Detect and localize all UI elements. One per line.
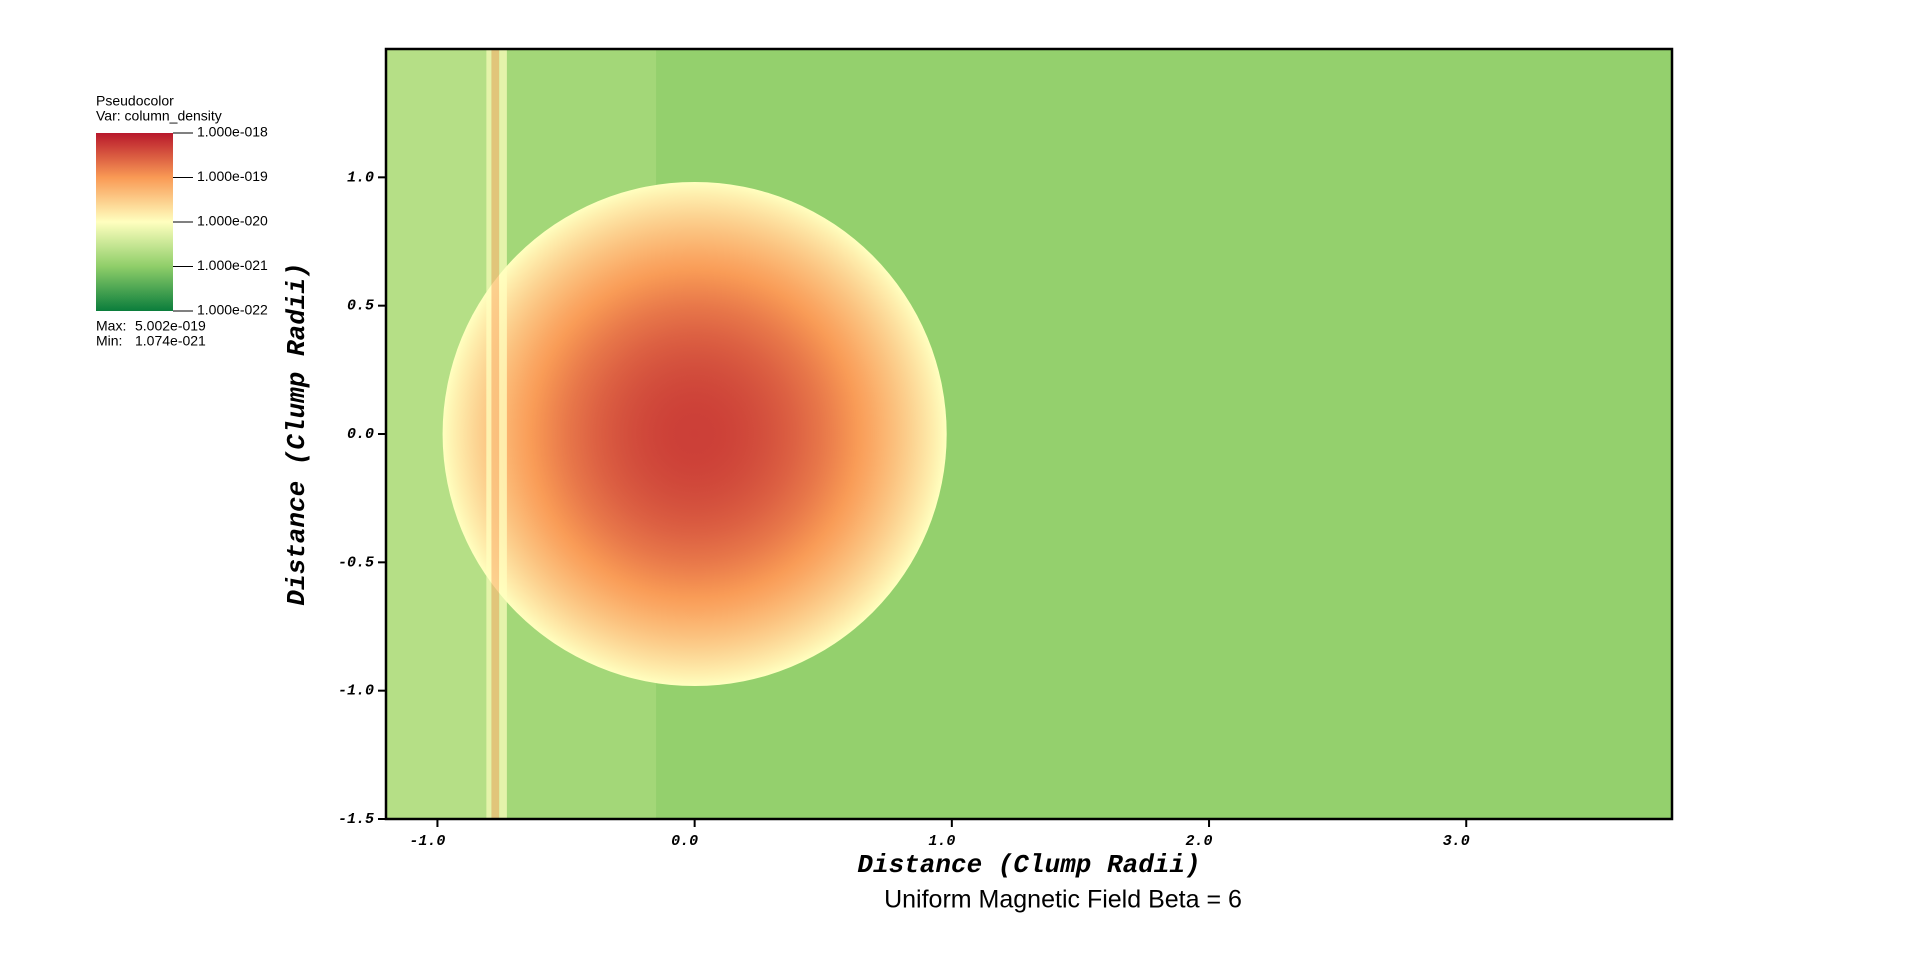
- color-bar-label: 1.000e-019: [197, 168, 268, 184]
- y-tick-label: -1.5: [338, 811, 374, 828]
- y-tick-label: 1.0: [347, 169, 374, 186]
- y-tick-label: 0.5: [347, 298, 374, 315]
- color-bar: [96, 133, 173, 311]
- clump: [442, 181, 947, 687]
- field-stripe: [486, 49, 492, 819]
- legend-min: 1.074e-021: [135, 333, 206, 349]
- legend-max: 5.002e-019: [135, 318, 206, 334]
- x-tick-label: 3.0: [1443, 833, 1470, 850]
- color-bar-label: 1.000e-020: [197, 213, 268, 229]
- field-stripe: [491, 49, 500, 819]
- legend-variable: Var: column_density: [96, 108, 222, 124]
- x-tick-label: 1.0: [928, 833, 955, 850]
- subtitle: Uniform Magnetic Field Beta = 6: [884, 886, 1242, 914]
- legend-max-label: Max:: [96, 318, 126, 334]
- legend-title: Pseudocolor: [96, 93, 174, 109]
- y-tick-label: -0.5: [338, 554, 374, 571]
- x-axis-title: Distance (Clump Radii): [857, 850, 1200, 880]
- x-tick-label: 0.0: [671, 833, 698, 850]
- color-bar-label: 1.000e-018: [197, 124, 268, 140]
- color-bar-label: 1.000e-021: [197, 257, 268, 273]
- color-bar-label: 1.000e-022: [197, 302, 268, 318]
- y-tick-label: 0.0: [347, 426, 374, 443]
- field-stripe: [499, 49, 507, 819]
- plot-area: [386, 49, 1672, 819]
- x-tick-label: 2.0: [1186, 833, 1213, 850]
- x-tick-label: -1.0: [409, 833, 445, 850]
- y-tick-label: -1.0: [338, 683, 374, 700]
- y-axis-title: Distance (Clump Radii): [282, 262, 312, 605]
- legend-min-label: Min:: [96, 333, 122, 349]
